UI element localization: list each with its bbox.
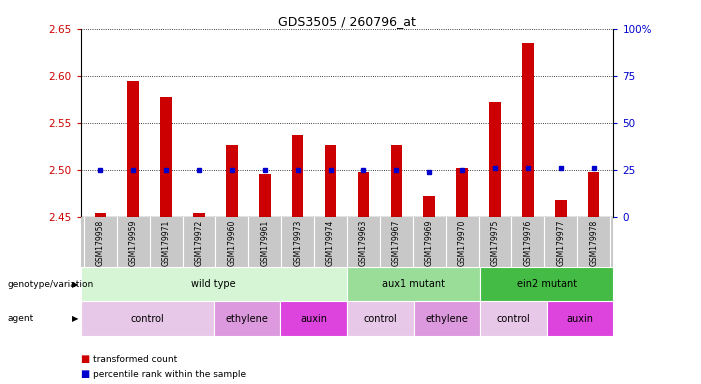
Text: auxin: auxin (566, 314, 594, 324)
Text: agent: agent (7, 314, 33, 323)
Bar (128, 81, 139, 217)
Bar (280, 301, 347, 336)
Text: ethylene: ethylene (226, 314, 268, 324)
Bar (480, 267, 613, 301)
Text: ein2 mutant: ein2 mutant (517, 279, 577, 289)
Bar (456, 168, 468, 217)
Bar (414, 301, 480, 336)
Text: ■: ■ (81, 369, 90, 379)
Text: GSM179971: GSM179971 (162, 220, 170, 266)
Bar (193, 213, 205, 217)
Bar (547, 301, 613, 336)
Bar (480, 301, 547, 336)
Text: GSM179973: GSM179973 (293, 220, 302, 266)
Text: GSM179974: GSM179974 (326, 220, 335, 266)
Text: GSM179958: GSM179958 (96, 220, 105, 266)
Text: GSM179977: GSM179977 (557, 220, 565, 266)
Text: ethylene: ethylene (426, 314, 468, 324)
Text: GSM179960: GSM179960 (227, 220, 236, 266)
Text: GSM179975: GSM179975 (491, 220, 500, 266)
Text: percentile rank within the sample: percentile rank within the sample (93, 370, 245, 379)
Bar (81, 267, 347, 301)
Text: control: control (496, 314, 531, 324)
Text: GSM179972: GSM179972 (194, 220, 203, 266)
Text: GSM179963: GSM179963 (359, 220, 368, 266)
Text: aux1 mutant: aux1 mutant (382, 279, 445, 289)
Text: transformed count: transformed count (93, 354, 177, 364)
Bar (347, 267, 480, 301)
Bar (588, 172, 599, 217)
Bar (522, 43, 533, 217)
Text: GSM179976: GSM179976 (524, 220, 532, 266)
Bar (423, 196, 435, 217)
Text: GSM179969: GSM179969 (425, 220, 434, 266)
Text: ■: ■ (81, 354, 90, 364)
Bar (325, 144, 336, 217)
Text: GSM179961: GSM179961 (260, 220, 269, 266)
Bar (226, 146, 238, 217)
Bar (555, 200, 566, 217)
Bar (358, 172, 369, 217)
Text: ▶: ▶ (72, 314, 79, 323)
Text: control: control (363, 314, 397, 324)
Text: GSM179970: GSM179970 (458, 220, 467, 266)
Text: wild type: wild type (191, 279, 236, 289)
Text: ▶: ▶ (72, 280, 79, 289)
Text: control: control (130, 314, 164, 324)
Bar (161, 96, 172, 217)
Bar (390, 146, 402, 217)
Text: GSM179978: GSM179978 (589, 220, 598, 266)
Bar (292, 135, 304, 217)
Bar (347, 301, 414, 336)
Bar (81, 301, 214, 336)
Text: genotype/variation: genotype/variation (7, 280, 93, 289)
Title: GDS3505 / 260796_at: GDS3505 / 260796_at (278, 15, 416, 28)
Bar (259, 174, 271, 217)
Bar (214, 301, 280, 336)
Text: auxin: auxin (300, 314, 327, 324)
Bar (95, 213, 106, 217)
Bar (489, 102, 501, 217)
Text: GSM179959: GSM179959 (129, 220, 137, 266)
Text: GSM179967: GSM179967 (392, 220, 401, 266)
